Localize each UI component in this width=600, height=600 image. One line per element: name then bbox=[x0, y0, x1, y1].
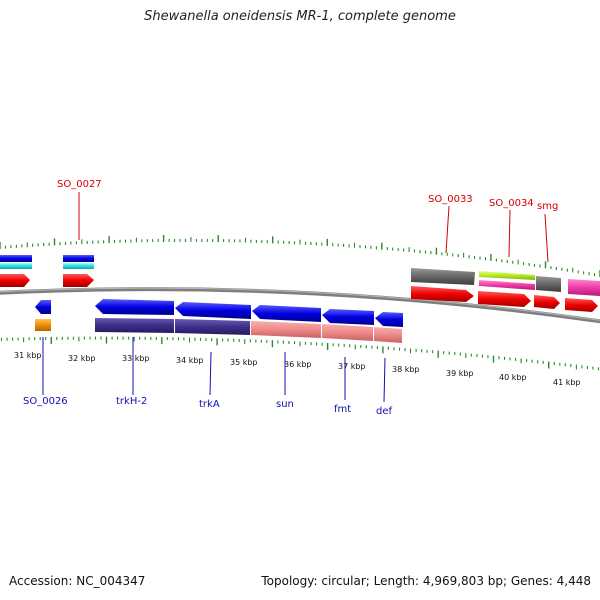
gene-block-lime-so0034[interactable] bbox=[479, 271, 535, 280]
scale-label-group: 31 kbp 32 kbp 33 kbp 34 kbp 35 kbp 36 kb… bbox=[14, 351, 581, 387]
lower-tick-row bbox=[0, 336, 600, 371]
gene-block-pink-so0034[interactable] bbox=[479, 280, 535, 290]
label-smg[interactable]: smg bbox=[537, 201, 558, 212]
label-so0034[interactable]: SO_0034 bbox=[489, 198, 534, 209]
gene-block-salmon-sun[interactable] bbox=[251, 321, 321, 338]
scale-label-41: 41 kbp bbox=[553, 378, 581, 387]
gene-block-orange-so0026[interactable] bbox=[35, 319, 51, 331]
scale-label-36: 36 kbp bbox=[284, 360, 312, 369]
scale-label-38: 38 kbp bbox=[392, 365, 420, 374]
genome-backbone-highlight bbox=[0, 287, 600, 321]
label-fmt[interactable]: fmt bbox=[334, 404, 351, 415]
label-so0026[interactable]: SO_0026 bbox=[23, 396, 68, 407]
label-sun[interactable]: sun bbox=[276, 399, 294, 410]
leader-smg bbox=[544, 213, 549, 263]
genome-backbone bbox=[0, 287, 600, 324]
leader-so0034 bbox=[508, 209, 511, 258]
gene-block-pink-right[interactable] bbox=[568, 279, 600, 296]
gene-arrow-red-so0027[interactable] bbox=[63, 274, 94, 287]
genome-summary-text: Topology: circular; Length: 4,969,803 bp… bbox=[261, 574, 591, 588]
scale-label-39: 39 kbp bbox=[446, 369, 474, 378]
scale-label-34: 34 kbp bbox=[176, 356, 204, 365]
scale-label-35: 35 kbp bbox=[230, 358, 258, 367]
gene-arrow-trka[interactable] bbox=[175, 302, 251, 319]
gene-block-gray-smg[interactable] bbox=[536, 276, 561, 292]
gene-block-cyan-so0027[interactable] bbox=[63, 263, 94, 269]
gene-arrow-red-so0034[interactable] bbox=[478, 291, 531, 307]
upper-tick-row bbox=[0, 235, 600, 277]
lower-gene-track bbox=[35, 299, 403, 343]
label-def[interactable]: def bbox=[376, 406, 393, 417]
upper-gene-track bbox=[0, 255, 600, 312]
gene-block-navy-trka[interactable] bbox=[175, 319, 250, 335]
leader-trka bbox=[209, 351, 212, 396]
gene-block-salmon-def[interactable] bbox=[374, 327, 402, 343]
gene-block-blue-left[interactable] bbox=[0, 255, 32, 262]
gene-arrow-so0026[interactable] bbox=[35, 300, 51, 314]
gene-arrow-trkh2[interactable] bbox=[95, 299, 174, 315]
gene-block-navy-trkh2[interactable] bbox=[95, 318, 174, 333]
gene-block-gray-so0033[interactable] bbox=[411, 268, 475, 285]
gene-arrow-sun[interactable] bbox=[252, 305, 321, 322]
scale-label-37: 37 kbp bbox=[338, 362, 366, 371]
scale-label-32: 32 kbp bbox=[68, 354, 96, 363]
gene-block-cyan-left[interactable] bbox=[0, 263, 32, 269]
genome-title: Shewanella oneidensis MR-1, complete gen… bbox=[144, 9, 456, 24]
top-label-group: SO_0027 SO_0033 SO_0034 smg bbox=[57, 179, 558, 263]
gene-arrow-red-right[interactable] bbox=[565, 298, 598, 312]
accession-text: Accession: NC_004347 bbox=[9, 574, 146, 588]
gene-arrow-red-smg[interactable] bbox=[534, 295, 560, 309]
label-so0033[interactable]: SO_0033 bbox=[428, 194, 473, 205]
bottom-label-group: SO_0026 trkH-2 trkA sun fmt def bbox=[23, 337, 393, 417]
gene-block-salmon-fmt[interactable] bbox=[322, 324, 373, 341]
gene-block-blue-so0027[interactable] bbox=[63, 255, 94, 262]
label-so0027[interactable]: SO_0027 bbox=[57, 179, 102, 190]
leader-so0033 bbox=[445, 205, 450, 254]
scale-label-40: 40 kbp bbox=[499, 373, 527, 382]
gene-arrow-red-so0033[interactable] bbox=[411, 286, 474, 302]
label-trkh2[interactable]: trkH-2 bbox=[116, 396, 147, 407]
gene-arrow-red-left[interactable] bbox=[0, 274, 30, 287]
gene-arrow-fmt[interactable] bbox=[322, 309, 374, 325]
label-trka[interactable]: trkA bbox=[199, 399, 220, 410]
scale-label-31: 31 kbp bbox=[14, 351, 42, 360]
leader-def bbox=[383, 357, 386, 403]
gene-arrow-def[interactable] bbox=[375, 312, 403, 327]
scale-label-33: 33 kbp bbox=[122, 354, 150, 363]
